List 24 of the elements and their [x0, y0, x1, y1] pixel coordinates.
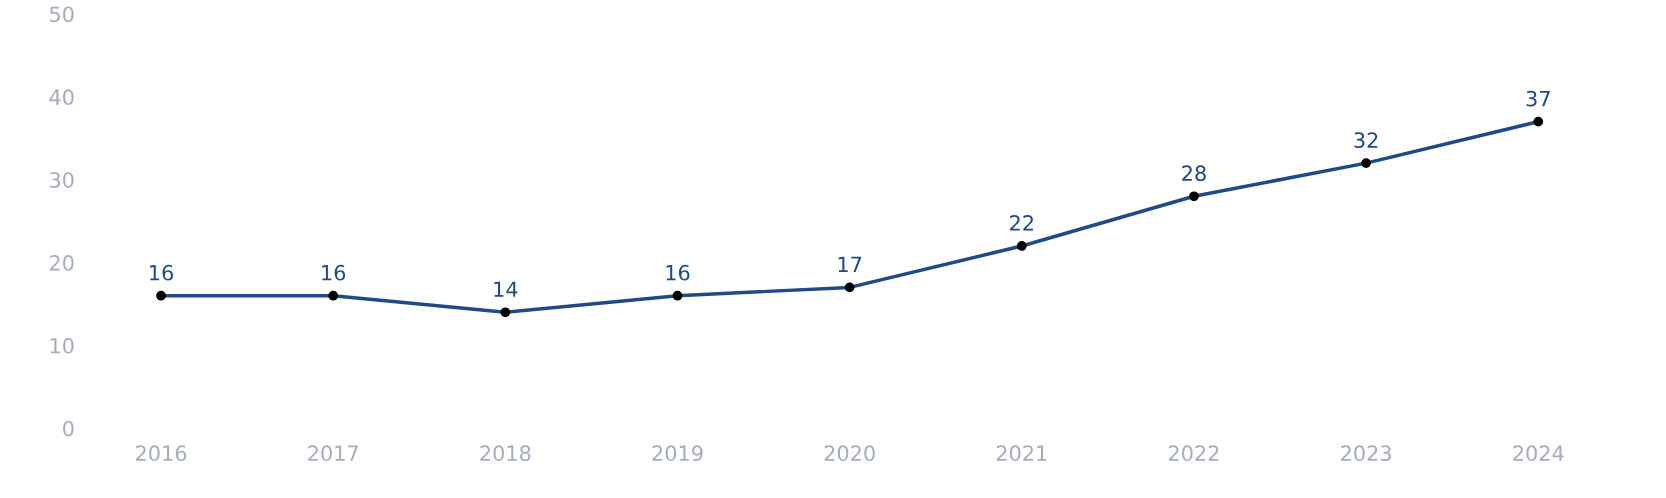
data-label: 28	[1182, 165, 1206, 182]
x-tick-label: 2023	[1341, 445, 1391, 462]
x-tick-label: 2016	[136, 445, 187, 462]
data-label: 37	[1526, 90, 1550, 107]
data-label: 16	[666, 264, 690, 281]
x-tick-label: 2024	[1513, 445, 1564, 462]
x-tick-label: 2020	[824, 445, 875, 462]
y-tick-label: 10	[50, 337, 74, 354]
x-tick-label: 2018	[480, 445, 531, 462]
y-tick-label: 40	[49, 89, 74, 106]
data-label: 16	[150, 264, 173, 281]
data-label: 32	[1354, 132, 1378, 148]
y-tick-label: 20	[49, 255, 74, 271]
data-label: 17	[838, 256, 862, 272]
data-label: 22	[1010, 215, 1033, 231]
y-tick-label: 50	[50, 6, 74, 23]
x-tick-label: 2017	[308, 445, 358, 462]
y-tick-label: 0	[63, 420, 74, 437]
x-tick-label: 2021	[996, 445, 1047, 462]
x-tick-label: 2019	[652, 445, 703, 462]
x-tick-label: 2022	[1168, 445, 1219, 462]
data-label: 16	[322, 264, 346, 281]
y-tick-label: 30	[50, 172, 74, 188]
data-label: 14	[494, 281, 518, 297]
